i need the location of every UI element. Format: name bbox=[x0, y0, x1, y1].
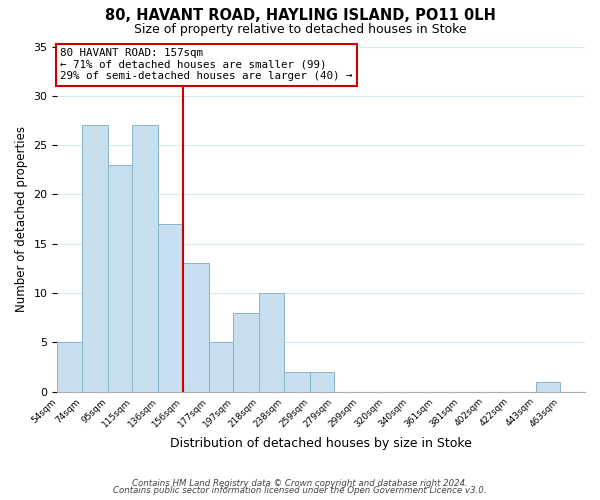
Bar bbox=[158, 224, 183, 392]
Bar bbox=[310, 372, 334, 392]
Text: Size of property relative to detached houses in Stoke: Size of property relative to detached ho… bbox=[134, 22, 466, 36]
Bar bbox=[133, 126, 158, 392]
Text: Contains public sector information licensed under the Open Government Licence v3: Contains public sector information licen… bbox=[113, 486, 487, 495]
Text: 80 HAVANT ROAD: 157sqm
← 71% of detached houses are smaller (99)
29% of semi-det: 80 HAVANT ROAD: 157sqm ← 71% of detached… bbox=[60, 48, 353, 82]
Bar bbox=[58, 342, 82, 392]
X-axis label: Distribution of detached houses by size in Stoke: Distribution of detached houses by size … bbox=[170, 437, 472, 450]
Bar bbox=[284, 372, 310, 392]
Bar bbox=[259, 293, 284, 392]
Bar bbox=[536, 382, 560, 392]
Bar bbox=[82, 126, 108, 392]
Text: Contains HM Land Registry data © Crown copyright and database right 2024.: Contains HM Land Registry data © Crown c… bbox=[132, 478, 468, 488]
Bar bbox=[233, 313, 259, 392]
Bar bbox=[108, 165, 133, 392]
Text: 80, HAVANT ROAD, HAYLING ISLAND, PO11 0LH: 80, HAVANT ROAD, HAYLING ISLAND, PO11 0L… bbox=[104, 8, 496, 22]
Y-axis label: Number of detached properties: Number of detached properties bbox=[15, 126, 28, 312]
Bar bbox=[183, 264, 209, 392]
Bar bbox=[209, 342, 233, 392]
